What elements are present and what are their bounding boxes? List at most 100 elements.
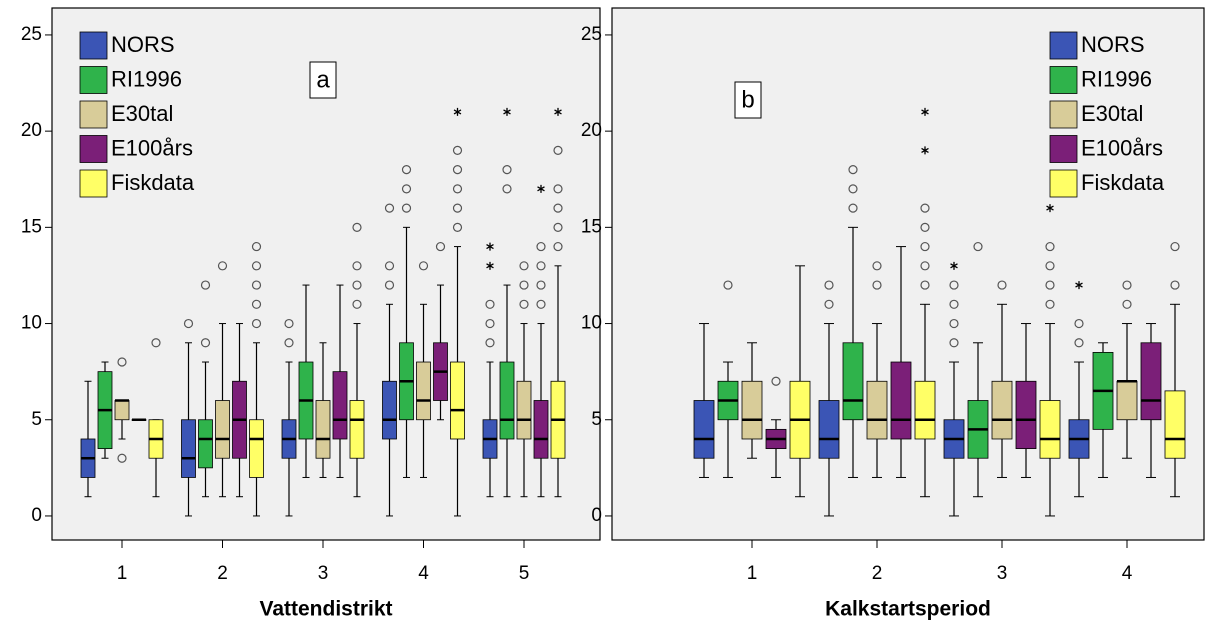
outlier	[200, 338, 211, 348]
box	[842, 342, 864, 421]
outlier	[848, 203, 858, 213]
outlier	[401, 165, 412, 175]
x-tick-label: 1	[117, 563, 128, 584]
legend-swatch	[79, 135, 108, 163]
x-tick-label: 2	[217, 563, 228, 584]
outlier	[771, 376, 781, 386]
outlier	[519, 299, 529, 309]
outlier	[824, 299, 834, 309]
legend-swatch	[1049, 31, 1078, 60]
outlier	[352, 261, 362, 271]
outlier	[1170, 280, 1180, 290]
extreme	[1046, 204, 1054, 213]
outlier	[1074, 338, 1084, 348]
extreme	[537, 184, 545, 193]
extreme	[950, 261, 958, 270]
outlier	[251, 261, 262, 271]
panel-label-box	[734, 81, 762, 119]
legend-label: NORS	[111, 32, 175, 57]
y-tick-label: 25	[21, 24, 42, 45]
box	[866, 380, 888, 440]
outlier	[251, 280, 262, 290]
outlier	[536, 280, 546, 290]
legend-swatch	[79, 100, 108, 129]
outlier	[848, 165, 858, 175]
outlier	[723, 280, 733, 290]
box	[516, 380, 532, 440]
y-tick-label: 15	[581, 216, 602, 237]
outlier	[920, 222, 930, 232]
box	[499, 361, 515, 440]
box	[890, 361, 912, 440]
outlier	[352, 280, 362, 290]
legend-swatch	[79, 169, 108, 198]
box	[450, 361, 465, 440]
outlier	[284, 338, 294, 348]
legend-label: RI1996	[111, 66, 182, 91]
outlier	[1122, 280, 1132, 290]
outlier	[553, 222, 563, 232]
outlier	[217, 261, 228, 271]
outlier	[1045, 241, 1055, 252]
outlier	[384, 280, 395, 290]
box	[315, 400, 331, 459]
legend-label: Fiskdata	[1081, 170, 1165, 195]
extreme	[921, 107, 929, 116]
outlier	[502, 165, 512, 175]
outlier	[949, 280, 959, 290]
outlier	[949, 318, 959, 329]
outlier	[384, 203, 395, 213]
y-tick-label: 20	[21, 120, 42, 141]
outlier	[553, 184, 563, 194]
outlier	[117, 453, 127, 463]
outlier	[200, 280, 211, 290]
outlier	[920, 261, 930, 271]
x-axis-label: Kalkstartsperiod	[825, 598, 991, 621]
outlier	[920, 280, 930, 290]
outlier	[920, 241, 930, 252]
legend-label: RI1996	[1081, 66, 1152, 91]
box	[215, 400, 230, 459]
legend-label: E30tal	[1081, 101, 1143, 126]
box	[1116, 380, 1138, 421]
box	[349, 400, 365, 459]
outlier	[553, 203, 563, 213]
outlier	[251, 299, 262, 309]
box	[198, 419, 213, 469]
extreme	[486, 261, 494, 270]
panel-label: b	[741, 86, 754, 113]
extreme	[453, 107, 462, 116]
outlier	[872, 261, 882, 271]
outlier	[117, 357, 127, 367]
box	[114, 400, 130, 421]
box	[741, 380, 763, 440]
outlier	[452, 184, 463, 194]
y-tick-label: 25	[581, 24, 602, 45]
legend-swatch	[1049, 100, 1078, 129]
outlier	[251, 318, 262, 329]
legend-swatch	[1049, 169, 1078, 198]
outlier	[401, 184, 412, 194]
box	[991, 380, 1013, 440]
box	[416, 361, 431, 421]
legend-swatch	[79, 66, 108, 94]
extreme	[921, 146, 929, 155]
x-tick-label: 3	[318, 563, 329, 584]
x-tick-label: 4	[418, 563, 429, 584]
y-tick-label: 10	[21, 313, 42, 334]
legend-label: NORS	[1081, 32, 1145, 57]
outlier	[452, 222, 463, 232]
y-tick-label: 5	[591, 409, 602, 430]
outlier	[1170, 241, 1180, 252]
box	[533, 400, 549, 459]
outlier	[251, 241, 262, 252]
outlier	[920, 203, 930, 213]
box	[382, 380, 397, 440]
x-axis-label: Vattendistrikt	[259, 598, 392, 621]
box	[249, 419, 264, 478]
outlier	[418, 261, 429, 271]
outlier	[872, 280, 882, 290]
y-tick-label: 5	[31, 409, 42, 430]
outlier	[536, 261, 546, 271]
